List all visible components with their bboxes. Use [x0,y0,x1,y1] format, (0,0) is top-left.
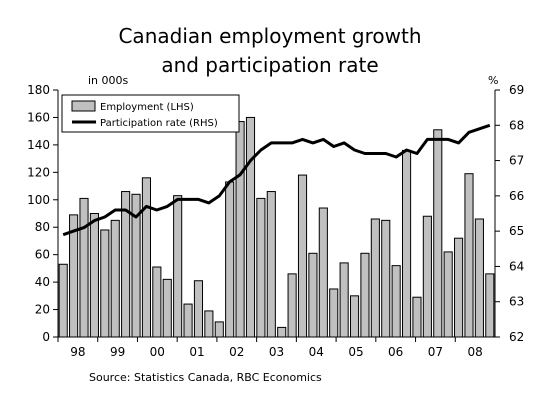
employment-bar [225,181,235,338]
employment-bar [266,191,276,338]
x-tick-label: 03 [269,345,284,359]
employment-bars [58,116,495,338]
left-tick-label: 60 [35,248,50,262]
left-tick-label: 20 [35,303,50,317]
employment-bar [173,195,183,338]
chart-title-line2: and participation rate [161,53,378,77]
employment-bar [79,197,89,338]
employment-bar [141,177,151,338]
source-note: Source: Statistics Canada, RBC Economics [89,371,322,384]
employment-bar [485,273,495,338]
left-tick-label: 160 [27,110,50,124]
x-tick-label: 00 [150,345,165,359]
employment-bar [443,251,453,338]
employment-bar [297,174,308,338]
employment-bar [152,266,162,338]
axes [57,90,496,338]
right-tick-label: 69 [509,83,524,97]
legend-label-employment: Employment (LHS) [100,102,194,113]
employment-bar [422,215,432,338]
employment-bar [329,288,339,338]
employment-bar [89,213,99,338]
right-tick-label: 68 [509,118,524,132]
x-axis-labels: 98 99 00 01 02 03 04 05 06 07 08 [57,337,483,359]
participation-rate-line [62,123,491,237]
employment-bar [318,207,328,338]
employment-bar [235,121,245,338]
employment-bar [360,252,370,338]
right-tick-label: 66 [509,189,524,203]
left-axis-ticks: 0 20 40 60 80 100 120 140 160 180 [27,83,58,344]
participation-line-layer [62,123,491,237]
employment-bar [370,218,380,338]
right-tick-label: 67 [509,154,524,168]
employment-bar [308,252,318,338]
right-tick-label: 62 [509,330,524,344]
employment-bar [58,263,68,338]
employment-bar [454,237,464,338]
employment-bar [349,295,360,338]
x-tick-label: 99 [110,345,125,359]
employment-bar [391,265,401,338]
x-tick-label: 05 [348,345,363,359]
employment-bar [110,219,120,338]
employment-bar [214,321,224,338]
left-tick-label: 140 [27,138,50,152]
chart: Canadian employment growth and participa… [27,24,524,384]
employment-bar [162,278,172,338]
chart-title-line1: Canadian employment growth [118,24,421,48]
employment-bar [245,116,256,338]
employment-bar [287,273,297,338]
legend-label-participation: Participation rate (RHS) [100,118,218,129]
left-tick-label: 120 [27,165,50,179]
employment-bar [193,280,204,338]
left-tick-label: 40 [35,275,50,289]
left-tick-label: 100 [27,193,50,207]
employment-bar [339,262,349,338]
legend: Employment (LHS) Participation rate (RHS… [61,94,240,133]
right-tick-label: 63 [509,295,524,309]
employment-bar [402,149,412,338]
employment-bar [474,218,484,338]
x-tick-label: 98 [70,345,85,359]
right-tick-label: 64 [509,259,524,273]
x-tick-label: 07 [428,345,443,359]
x-tick-label: 01 [189,345,204,359]
chart-frame: Canadian employment growth and participa… [4,4,534,391]
left-axis-unit: in 000s [88,74,129,87]
employment-bar [204,310,214,338]
employment-bar [464,173,474,338]
x-tick-label: 04 [309,345,324,359]
right-axis-unit: % [488,74,498,87]
right-axis-ticks: 62 63 64 65 66 67 68 69 [495,83,524,344]
x-tick-label: 02 [229,345,244,359]
right-tick-label: 65 [509,224,524,238]
employment-bar [412,296,422,338]
legend-swatch-employment [71,100,96,112]
left-tick-label: 180 [27,83,50,97]
left-tick-label: 0 [42,330,50,344]
employment-bar [183,303,193,338]
x-tick-label: 06 [388,345,403,359]
employment-bar [100,229,110,338]
left-tick-label: 80 [35,220,50,234]
employment-bar [256,197,266,338]
employment-bar [277,326,287,338]
employment-bar [381,219,391,338]
employment-bar [433,129,443,338]
x-tick-label: 08 [467,345,482,359]
